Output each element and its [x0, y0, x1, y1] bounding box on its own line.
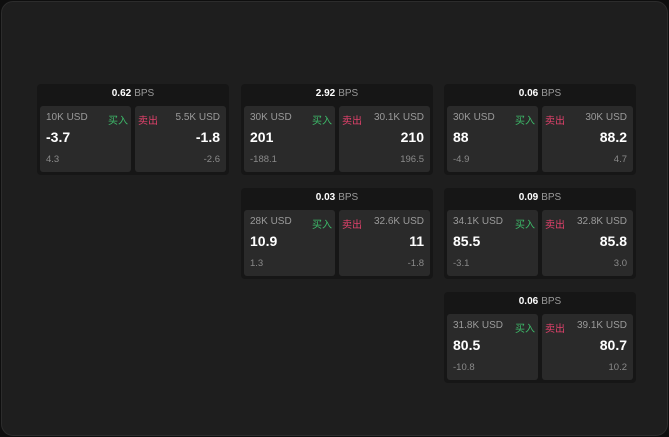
bid-price: 201	[250, 129, 274, 145]
bid-change: -3.1	[453, 258, 470, 269]
bid-price: -3.7	[46, 129, 71, 145]
bid-amount: 30K USD	[250, 112, 292, 123]
ask-change: 196.5	[400, 154, 424, 165]
buy-label[interactable]: 买入	[515, 116, 535, 127]
sell-panel[interactable]: 卖出 39.1K USD 80.7 10.2	[542, 314, 633, 380]
buy-label[interactable]: 买入	[108, 116, 128, 127]
quote-card: 0.62 BPS 10K USD 买入 -3.7 4.3 卖出 5.5K USD …	[37, 84, 229, 175]
ask-price: 88.2	[599, 129, 627, 145]
buy-label[interactable]: 买入	[312, 116, 332, 127]
spread-value: 0.62	[111, 88, 132, 99]
buy-label[interactable]: 买入	[515, 324, 535, 335]
ask-amount: 30K USD	[585, 112, 627, 123]
spread-value: 0.06	[518, 88, 539, 99]
spread-unit: BPS	[541, 88, 562, 99]
sell-panel[interactable]: 卖出 32.8K USD 85.8 3.0	[542, 210, 633, 276]
bid-price: 85.5	[453, 233, 481, 249]
buy-panel[interactable]: 10K USD 买入 -3.7 4.3	[40, 106, 131, 172]
sell-panel[interactable]: 卖出 30.1K USD 210 196.5	[339, 106, 430, 172]
spread-value: 0.09	[518, 192, 539, 203]
buy-panel[interactable]: 28K USD 买入 10.9 1.3	[244, 210, 335, 276]
ask-price: -1.8	[195, 129, 220, 145]
buy-panel[interactable]: 31.8K USD 买入 80.5 -10.8	[447, 314, 538, 380]
bid-change: 4.3	[46, 154, 60, 165]
quote-card: 0.06 BPS 30K USD 买入 88 -4.9 卖出 30K USD 88…	[444, 84, 636, 175]
bid-price: 80.5	[453, 337, 481, 353]
spread-unit: BPS	[134, 88, 155, 99]
bid-change: 1.3	[250, 258, 264, 269]
spread-unit: BPS	[541, 192, 562, 203]
bid-amount: 28K USD	[250, 216, 292, 227]
ask-price: 11	[409, 233, 424, 249]
sell-label[interactable]: 卖出	[138, 116, 158, 127]
sell-panel[interactable]: 卖出 30K USD 88.2 4.7	[542, 106, 633, 172]
sell-label[interactable]: 卖出	[342, 220, 362, 231]
ask-amount: 5.5K USD	[175, 112, 220, 123]
ask-change: -2.6	[203, 154, 220, 165]
spread-header: 0.06 BPS	[444, 292, 636, 312]
buy-label[interactable]: 买入	[312, 220, 332, 231]
spread-header: 0.62 BPS	[37, 84, 229, 104]
quote-card: 0.09 BPS 34.1K USD 买入 85.5 -3.1 卖出 32.8K …	[444, 188, 636, 279]
buy-panel[interactable]: 30K USD 买入 88 -4.9	[447, 106, 538, 172]
sell-panel[interactable]: 卖出 32.6K USD 11 -1.8	[339, 210, 430, 276]
ask-change: 10.2	[608, 362, 628, 373]
bid-amount: 10K USD	[46, 112, 88, 123]
sell-label[interactable]: 卖出	[342, 116, 362, 127]
bid-price: 10.9	[250, 233, 278, 249]
spread-value: 2.92	[315, 88, 336, 99]
buy-label[interactable]: 买入	[515, 220, 535, 231]
ask-amount: 30.1K USD	[373, 112, 424, 123]
spread-value: 0.06	[518, 296, 539, 307]
ask-amount: 32.6K USD	[373, 216, 424, 227]
quote-card: 0.03 BPS 28K USD 买入 10.9 1.3 卖出 32.6K USD…	[241, 188, 433, 279]
spread-header: 0.03 BPS	[241, 188, 433, 208]
buy-panel[interactable]: 30K USD 买入 201 -188.1	[244, 106, 335, 172]
quote-card: 0.06 BPS 31.8K USD 买入 80.5 -10.8 卖出 39.1K…	[444, 292, 636, 383]
spread-unit: BPS	[541, 296, 562, 307]
bid-amount: 34.1K USD	[453, 216, 504, 227]
bid-amount: 31.8K USD	[453, 320, 504, 331]
bid-price: 88	[453, 129, 469, 145]
ask-price: 210	[400, 129, 424, 145]
bid-change: -10.8	[453, 362, 475, 373]
bid-amount: 30K USD	[453, 112, 495, 123]
bid-change: -4.9	[453, 154, 470, 165]
ask-change: 4.7	[613, 154, 627, 165]
ask-amount: 39.1K USD	[576, 320, 627, 331]
ask-price: 80.7	[599, 337, 627, 353]
quote-card: 2.92 BPS 30K USD 买入 201 -188.1 卖出 30.1K U…	[241, 84, 433, 175]
ask-price: 85.8	[599, 233, 627, 249]
spread-header: 0.06 BPS	[444, 84, 636, 104]
spread-unit: BPS	[338, 192, 359, 203]
ask-change: 3.0	[613, 258, 627, 269]
spread-header: 2.92 BPS	[241, 84, 433, 104]
spread-header: 0.09 BPS	[444, 188, 636, 208]
sell-label[interactable]: 卖出	[545, 324, 565, 335]
sell-label[interactable]: 卖出	[545, 220, 565, 231]
spread-unit: BPS	[338, 88, 359, 99]
ask-change: -1.8	[407, 258, 424, 269]
bid-change: -188.1	[250, 154, 277, 165]
spread-value: 0.03	[315, 192, 336, 203]
buy-panel[interactable]: 34.1K USD 买入 85.5 -3.1	[447, 210, 538, 276]
ask-amount: 32.8K USD	[576, 216, 627, 227]
sell-panel[interactable]: 卖出 5.5K USD -1.8 -2.6	[135, 106, 226, 172]
sell-label[interactable]: 卖出	[545, 116, 565, 127]
